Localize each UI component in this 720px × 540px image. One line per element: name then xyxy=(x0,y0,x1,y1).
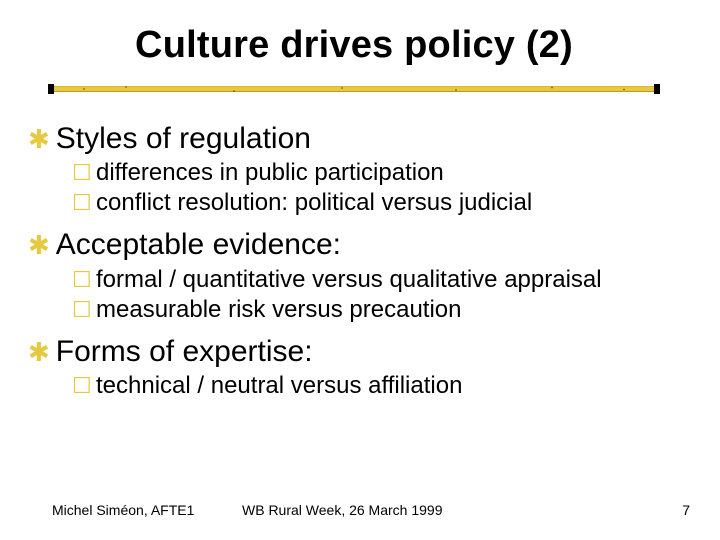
list-item: ☐ formal / quantitative versus qualitati… xyxy=(72,265,686,295)
sublist: ☐ formal / quantitative versus qualitati… xyxy=(28,265,686,325)
lvl2-label: measurable risk versus precaution xyxy=(96,295,462,325)
footer-center: WB Rural Week, 26 March 1999 xyxy=(242,502,690,518)
list-item: ✱ Styles of regulation xyxy=(28,122,686,157)
slide: Culture drives policy (2) ✱ Styles of re… xyxy=(0,0,720,540)
slide-title: Culture drives policy (2) xyxy=(135,26,573,76)
flower-bullet-icon: ✱ xyxy=(28,125,50,155)
list-item: ☐ conflict resolution: political versus … xyxy=(72,188,686,218)
lvl2-label: conflict resolution: political versus ju… xyxy=(96,188,532,218)
lvl2-label: differences in public participation xyxy=(96,158,444,188)
square-bullet-icon: ☐ xyxy=(72,372,90,400)
sublist: ☐ technical / neutral versus affiliation xyxy=(28,371,686,401)
lvl1-label: Acceptable evidence: xyxy=(56,228,341,263)
underline-cap-right xyxy=(654,84,660,94)
square-bullet-icon: ☐ xyxy=(72,296,90,324)
lvl1-label: Forms of expertise: xyxy=(56,335,313,370)
lvl1-label: Styles of regulation xyxy=(56,122,311,157)
lvl2-label: technical / neutral versus affiliation xyxy=(96,371,462,401)
footer: Michel Siméon, AFTE1 WB Rural Week, 26 M… xyxy=(52,502,690,518)
title-wrap: Culture drives policy (2) xyxy=(22,26,686,96)
list-item: ☐ measurable risk versus precaution xyxy=(72,295,686,325)
lvl2-label: formal / quantitative versus qualitative… xyxy=(96,265,602,295)
list-item: ☐ technical / neutral versus affiliation xyxy=(72,371,686,401)
content: ✱ Styles of regulation ☐ differences in … xyxy=(22,122,686,402)
sublist: ☐ differences in public participation ☐ … xyxy=(28,158,686,218)
square-bullet-icon: ☐ xyxy=(72,266,90,294)
flower-bullet-icon: ✱ xyxy=(28,231,50,261)
underline-texture xyxy=(54,84,654,94)
footer-left: Michel Siméon, AFTE1 xyxy=(52,502,194,518)
list-item: ✱ Forms of expertise: xyxy=(28,335,686,370)
title-underline xyxy=(48,82,660,96)
square-bullet-icon: ☐ xyxy=(72,189,90,217)
list-item: ☐ differences in public participation xyxy=(72,158,686,188)
list-item: ✱ Acceptable evidence: xyxy=(28,228,686,263)
flower-bullet-icon: ✱ xyxy=(28,338,50,368)
square-bullet-icon: ☐ xyxy=(72,159,90,187)
